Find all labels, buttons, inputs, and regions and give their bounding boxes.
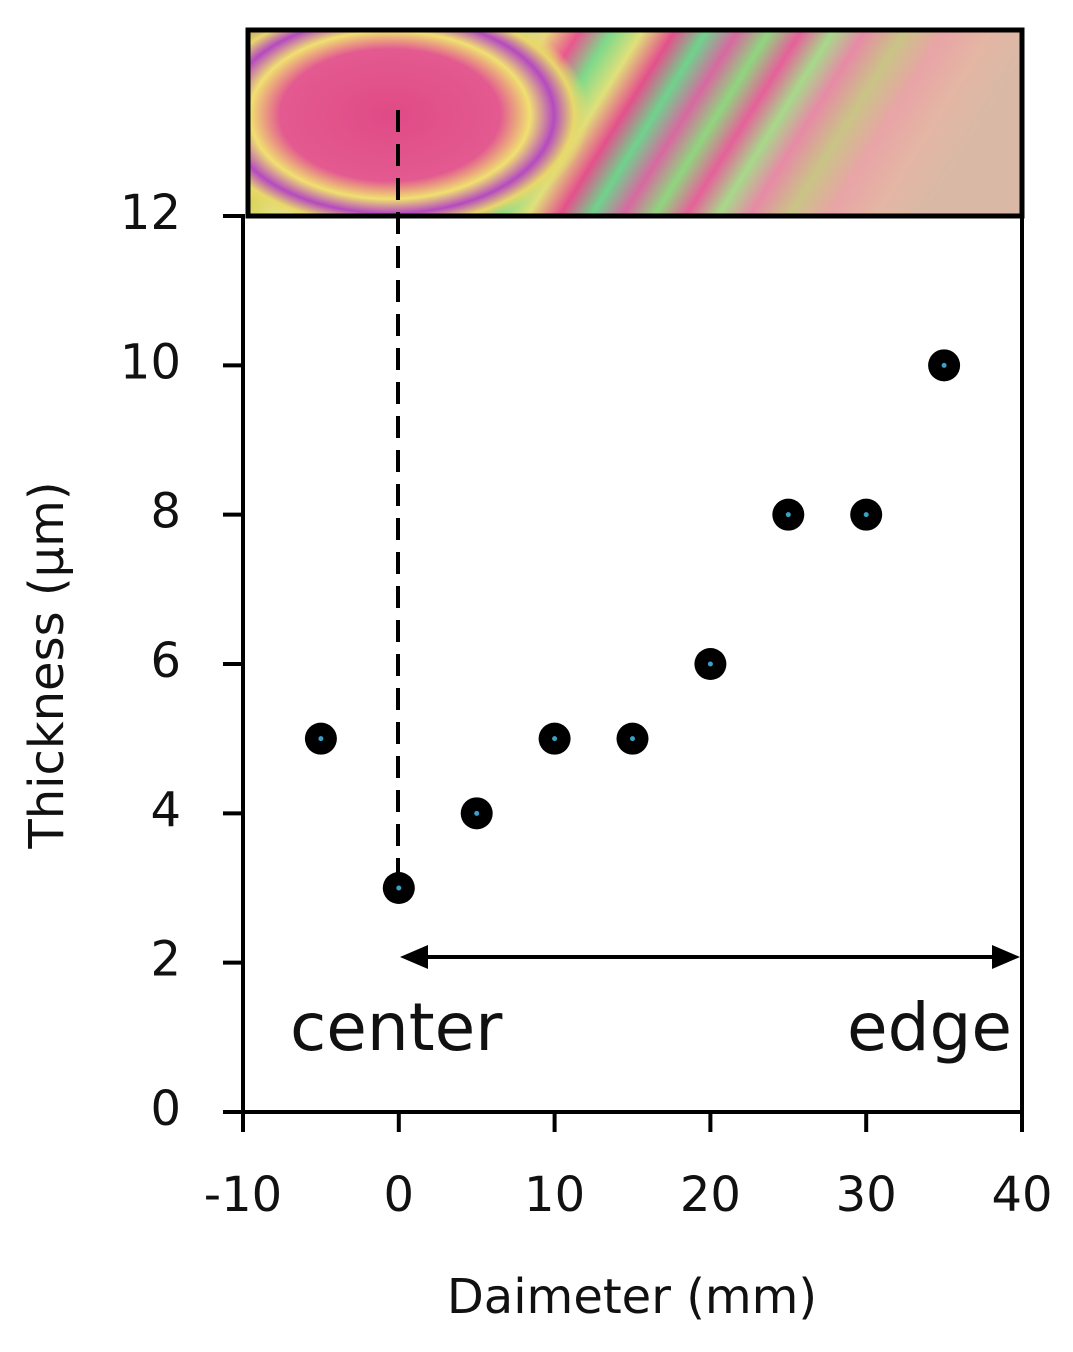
y-tick-label: 2 <box>150 932 181 988</box>
x-tick-label: 0 <box>384 1167 415 1223</box>
annotation: center <box>290 989 503 1066</box>
point-center <box>707 661 713 667</box>
point-center <box>318 736 324 742</box>
point-center <box>474 810 480 816</box>
y-tick-label: 8 <box>150 484 181 540</box>
x-axis-title: Daimeter (mm) <box>447 1269 817 1325</box>
point-center <box>630 736 635 742</box>
x-tick-label: 20 <box>680 1167 741 1223</box>
micrograph-frame <box>245 27 1025 219</box>
point-center <box>863 512 869 518</box>
y-tick-label: 6 <box>150 633 181 689</box>
x-tick-label: 40 <box>991 1167 1052 1223</box>
point-center <box>941 362 947 368</box>
y-tick-label: 10 <box>120 334 181 390</box>
micrograph <box>248 30 1022 216</box>
span-arrow <box>400 945 1020 969</box>
y-axis-title: Thickness (μm) <box>19 481 75 849</box>
annotation: edge <box>847 989 1012 1066</box>
point-center <box>785 512 791 518</box>
x-tick-label: 10 <box>524 1167 585 1223</box>
x-tick-label: -10 <box>204 1167 282 1223</box>
y-tick-label: 12 <box>120 185 181 241</box>
point-center <box>396 885 402 891</box>
axes-frame <box>241 214 1024 1114</box>
point-center <box>552 736 558 742</box>
y-tick-label: 4 <box>150 782 181 838</box>
y-tick-label: 0 <box>150 1081 181 1137</box>
x-tick-label: 30 <box>836 1167 897 1223</box>
